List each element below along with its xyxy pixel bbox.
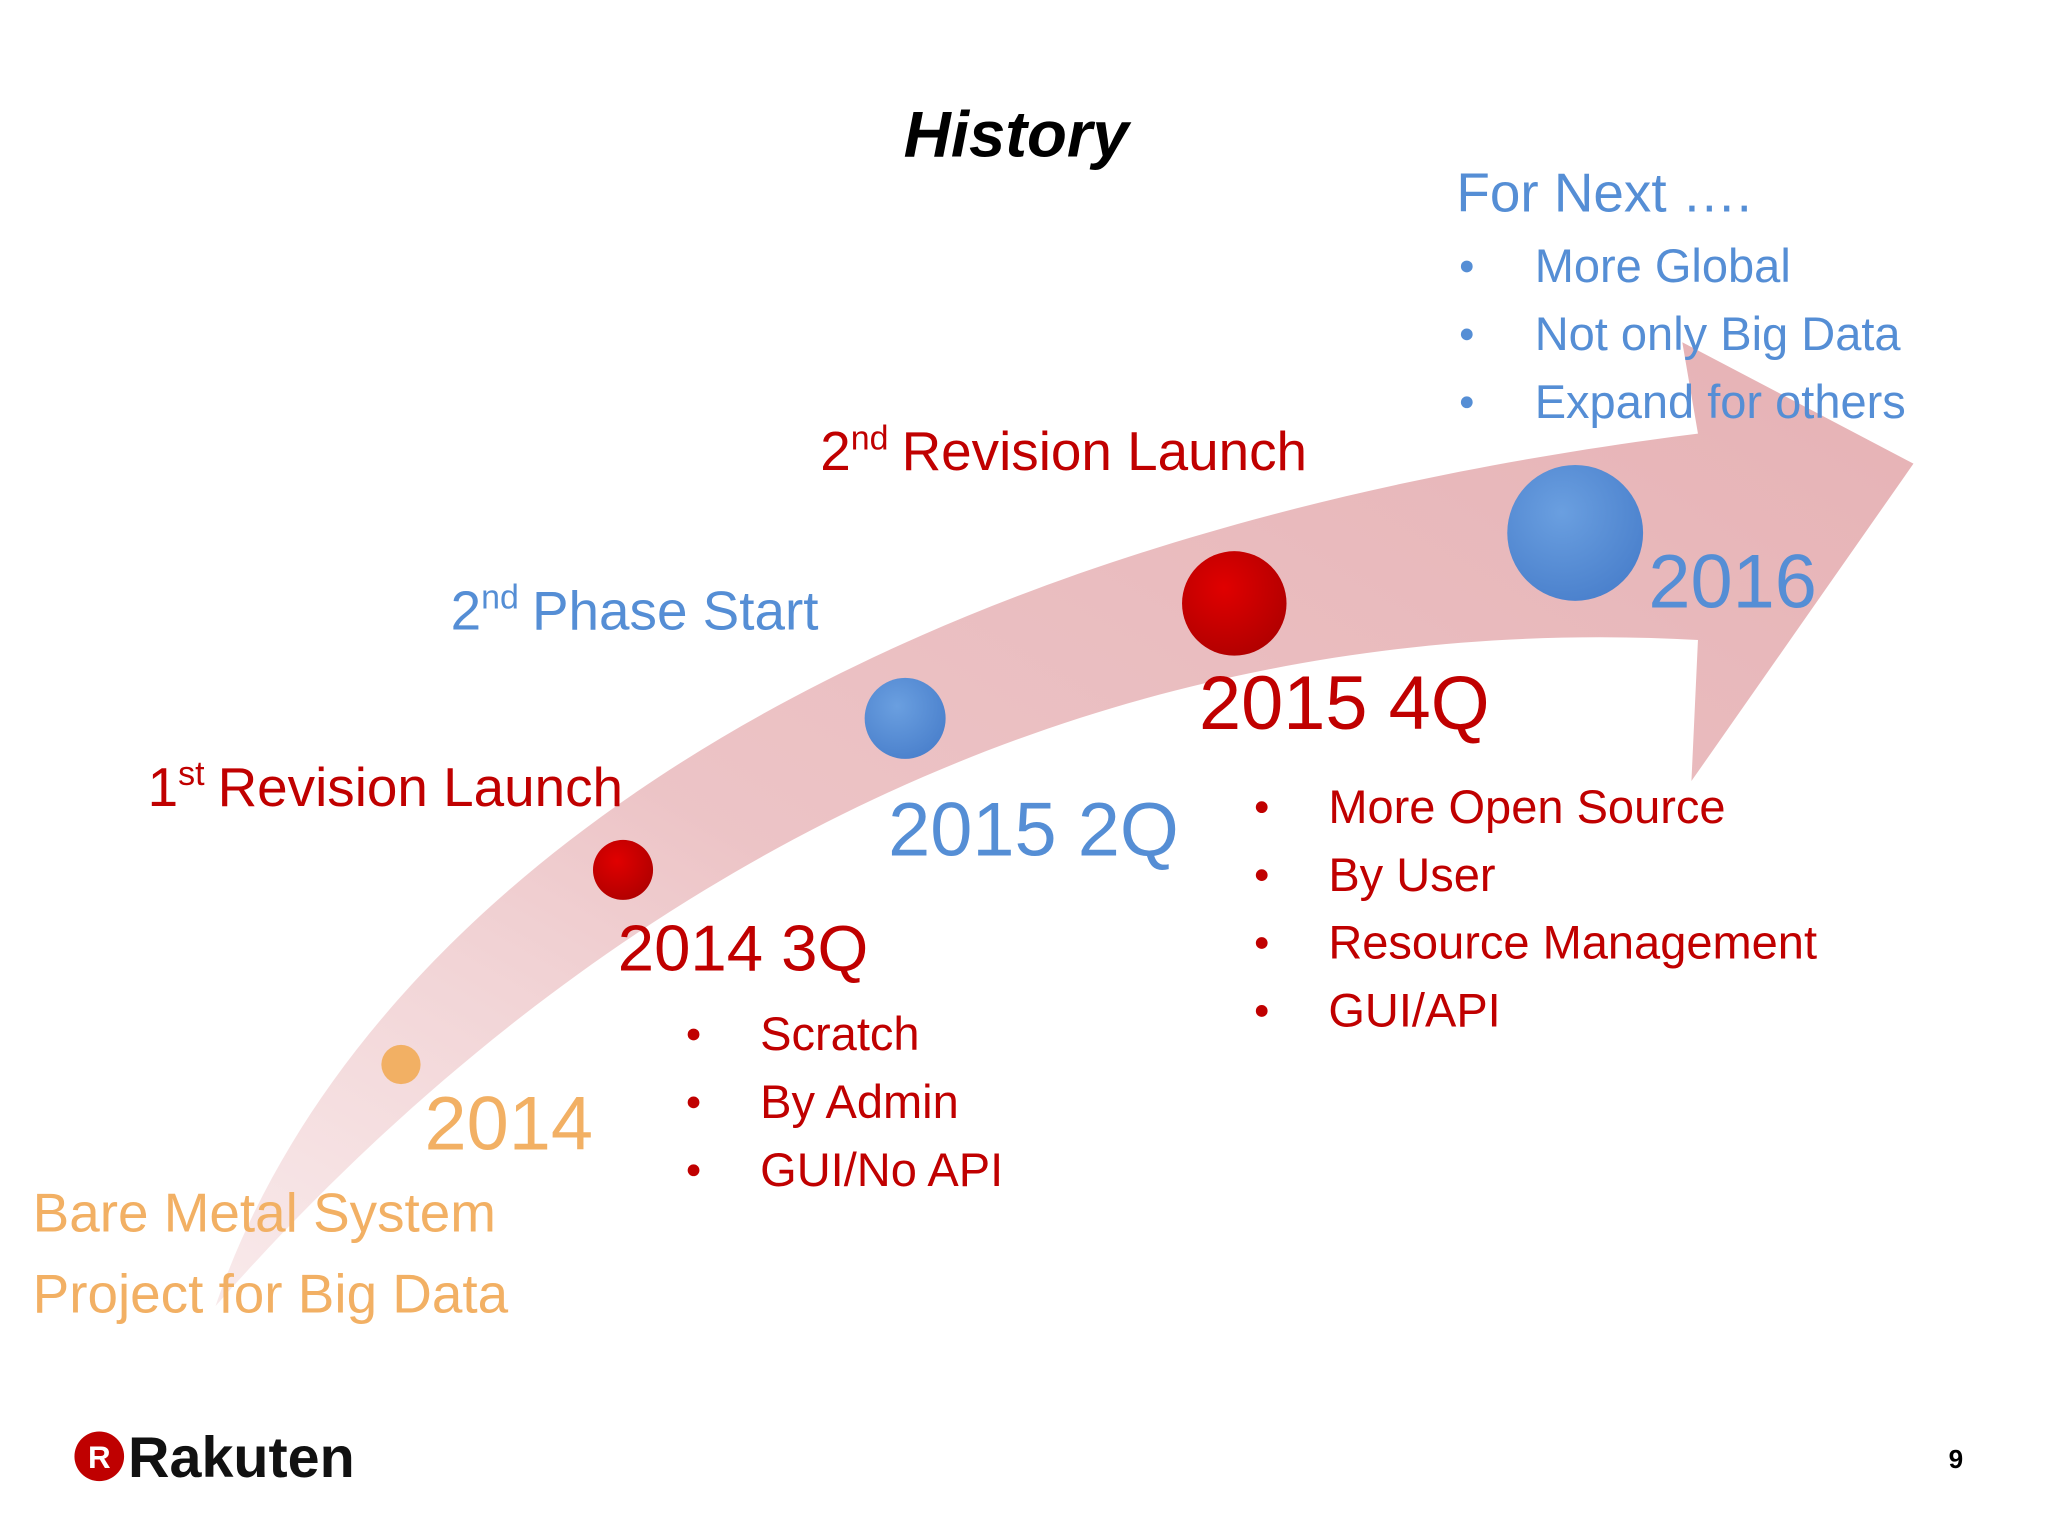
bullet-text: GUI/API <box>1328 984 1500 1037</box>
bullet-text: Resource Management <box>1328 916 1817 969</box>
timeline-arrow <box>215 342 1914 1307</box>
bullet-dot <box>1255 801 1268 814</box>
bullet-dot <box>687 1028 700 1041</box>
logo-text: Rakuten <box>128 1426 355 1490</box>
slide-title: History <box>904 98 1133 171</box>
milestone-dot <box>1507 464 1644 601</box>
bullet-text: GUI/No API <box>760 1143 1003 1196</box>
milestone-date: 2016 <box>1648 539 1817 624</box>
bullet-text: By Admin <box>760 1075 959 1128</box>
bullet-text: More Open Source <box>1328 780 1725 833</box>
event-number: 2 <box>820 420 851 482</box>
event-number: 2 <box>451 580 482 642</box>
event-text: Phase Start <box>532 580 819 642</box>
logo-mark: R <box>88 1440 111 1475</box>
milestone-date: 2015 2Q <box>888 788 1179 873</box>
milestone-date: 2014 3Q <box>618 911 869 984</box>
milestone-dot <box>381 1044 421 1085</box>
milestone-event: 2nd Phase Start <box>451 579 819 642</box>
bullet-text: Expand for others <box>1535 375 1906 428</box>
bullet-dot <box>1460 328 1473 341</box>
milestone-dot <box>864 677 946 759</box>
milestone-event: 1st Revision Launch <box>148 755 623 818</box>
milestone-description: Bare Metal System <box>33 1182 496 1244</box>
event-text: Revision Launch <box>218 756 624 818</box>
event-suffix: nd <box>851 419 889 457</box>
bullet-dot <box>1255 869 1268 881</box>
event-suffix: nd <box>481 579 519 617</box>
event-number: 1 <box>148 756 179 818</box>
milestone-description: Project for Big Data <box>33 1263 509 1325</box>
bullet-text: More Global <box>1535 239 1791 292</box>
next-heading: For Next …. <box>1456 162 1752 224</box>
bullet-text: Scratch <box>760 1007 919 1060</box>
bullet-dot <box>1460 260 1473 273</box>
event-suffix: st <box>178 755 205 793</box>
bullet-dot <box>1460 396 1473 409</box>
milestone-date: 2015 4Q <box>1199 661 1490 746</box>
bullet-text: Not only Big Data <box>1535 307 1902 360</box>
bullet-text: By User <box>1328 848 1495 901</box>
milestone-dot <box>592 839 654 900</box>
logo-badge <box>74 1431 125 1482</box>
bullet-dot <box>1255 937 1268 949</box>
bullet-dot <box>687 1164 700 1177</box>
event-text: Revision Launch <box>902 420 1308 482</box>
bullet-dot <box>1255 1005 1268 1017</box>
milestone-event: 2nd Revision Launch <box>820 419 1307 482</box>
page-number: 9 <box>1949 1444 1964 1474</box>
bullet-dot <box>687 1096 700 1109</box>
milestone-dot <box>1182 551 1287 656</box>
milestone-date: 2014 <box>424 1081 593 1166</box>
